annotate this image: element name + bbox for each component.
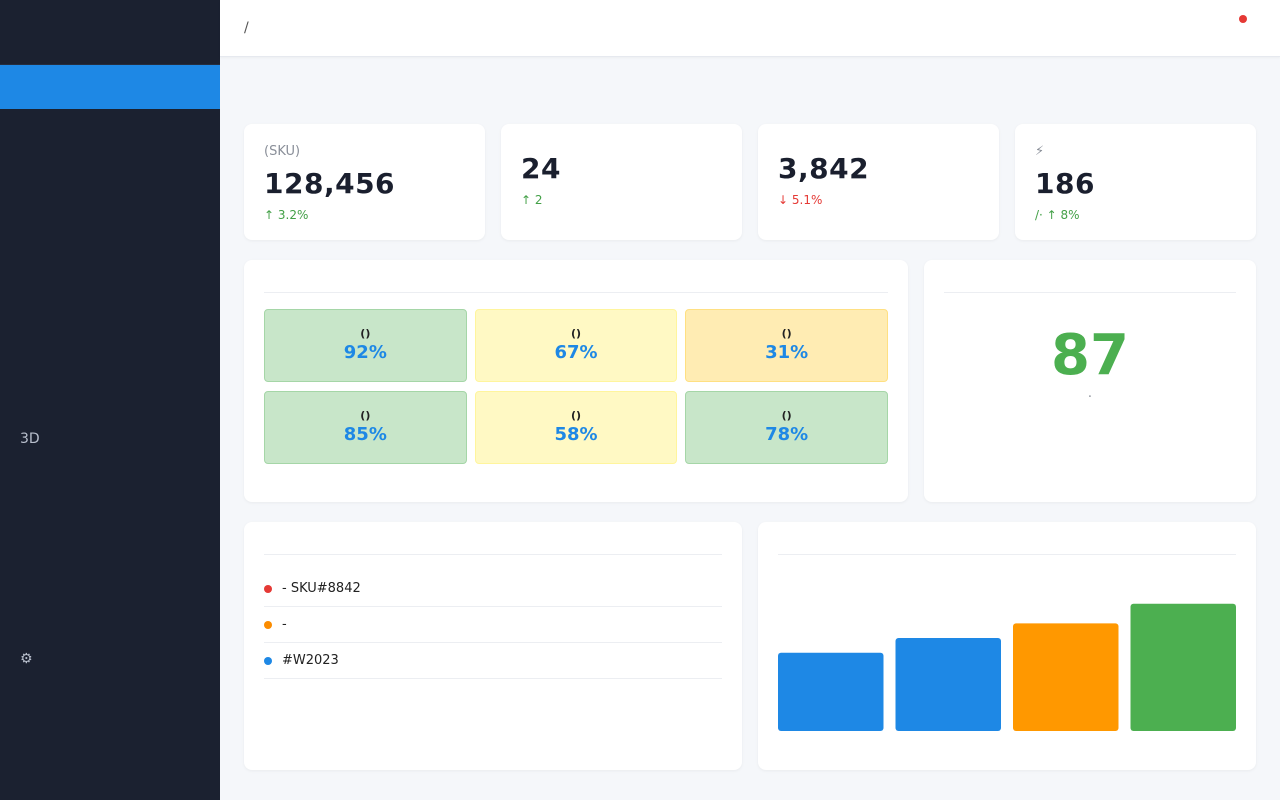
warehouse-name: () [570,409,582,422]
alert-list: - SKU#8842 - #W2023 [264,571,722,679]
alert-item[interactable]: #W2023 [264,643,722,679]
warehouse-name: () [360,327,371,340]
alert-dot [264,584,272,593]
sidebar-item-3d[interactable]: 3D [20,431,40,447]
bar-2[interactable] [1013,623,1119,731]
score-subtitle: · [1087,390,1093,405]
warehouse-percent: 58% [554,424,598,445]
alert-text: - [282,617,287,632]
warehouse-percent: 85% [343,424,387,445]
kpi-trend: ↓ 5.1% [778,193,823,207]
warehouse-cell[interactable]: () 78% [685,391,888,464]
sidebar-nav: 3D ⚙ [0,65,220,681]
alert-item[interactable]: - [264,607,722,643]
app-logo[interactable] [0,0,220,65]
sidebar-item-3[interactable] [0,197,220,241]
kpi-value: 3,842 [778,152,870,185]
kpi-value: 186 [1035,167,1095,200]
warehouse-cell[interactable]: () 58% [474,391,678,464]
kpi-value: 128,456 [264,167,396,200]
sidebar-item-9[interactable] [0,461,220,505]
notification-badge [1239,15,1247,23]
sidebar-item-6[interactable] [0,329,220,373]
bar-3[interactable] [1130,603,1237,731]
sidebar-item-4[interactable] [0,241,220,285]
warehouse-cell[interactable]: () 31% [685,309,888,382]
sidebar-item-1[interactable] [0,109,220,153]
sidebar-item-11[interactable] [0,549,220,593]
warehouse-cell[interactable]: () 67% [474,309,678,382]
sidebar-item-2[interactable] [0,153,220,197]
warehouse-grid: () 92% () 67% () 31% () 85% () 58% () 78… [264,309,888,464]
alerts-title [264,542,722,555]
kpi-value: 24 [521,152,561,185]
warehouse-cell[interactable]: () 92% [264,309,467,382]
alert-text: #W2023 [282,653,339,668]
alerts-panel: - SKU#8842 - #W2023 [244,522,742,770]
bar-0[interactable] [778,652,884,731]
breadcrumb[interactable]: / [244,20,249,36]
kpi-card-4: ⚡ 186 /· ↑ 8% [1015,124,1256,240]
score-panel: 87 · [924,260,1256,502]
warehouse-percent: 31% [765,342,809,363]
warehouse-cell[interactable]: () 85% [264,391,467,464]
sidebar-item-7[interactable] [0,373,220,417]
warehouse-percent: 67% [554,342,598,363]
score-title [944,280,1236,293]
alert-dot [264,656,272,665]
kpi-card-sku: (SKU) 128,456 ↑ 3.2% [244,124,485,240]
score-value: 87 [1051,323,1129,388]
sidebar-item-12[interactable] [0,593,220,637]
kpi-trend: ↑ 3.2% [264,208,309,222]
bar-chart [778,603,1237,731]
bar-1[interactable] [895,638,1002,731]
top-bar: / [220,0,1280,57]
alert-item[interactable]: - SKU#8842 [264,571,722,607]
sidebar-item-10[interactable] [0,505,220,549]
warehouse-name: () [781,409,792,422]
warehouse-title [264,280,888,293]
kpi-label: ⚡ [1035,144,1045,159]
kpi-label: (SKU) [264,144,301,159]
warehouse-panel: () 92% () 67% () 31% () 85% () 58% () 78… [244,260,908,502]
chart-panel [758,522,1256,770]
kpi-trend: /· ↑ 8% [1035,208,1080,222]
sidebar-item-settings[interactable]: ⚙ [20,651,33,667]
warehouse-percent: 78% [765,424,809,445]
warehouse-percent: 92% [343,342,387,363]
warehouse-name: () [360,409,371,422]
kpi-card-2: 24 ↑ 2 [501,124,742,240]
sidebar-item-home[interactable] [0,65,220,109]
alert-text: - SKU#8842 [282,581,361,596]
chart-title [778,542,1236,555]
warehouse-name: () [570,327,582,340]
warehouse-name: () [781,327,792,340]
kpi-card-3: 3,842 ↓ 5.1% [758,124,999,240]
alert-dot [264,620,272,629]
sidebar-item-5[interactable] [0,285,220,329]
kpi-trend: ↑ 2 [521,193,543,207]
sidebar: 3D ⚙ [0,0,220,800]
